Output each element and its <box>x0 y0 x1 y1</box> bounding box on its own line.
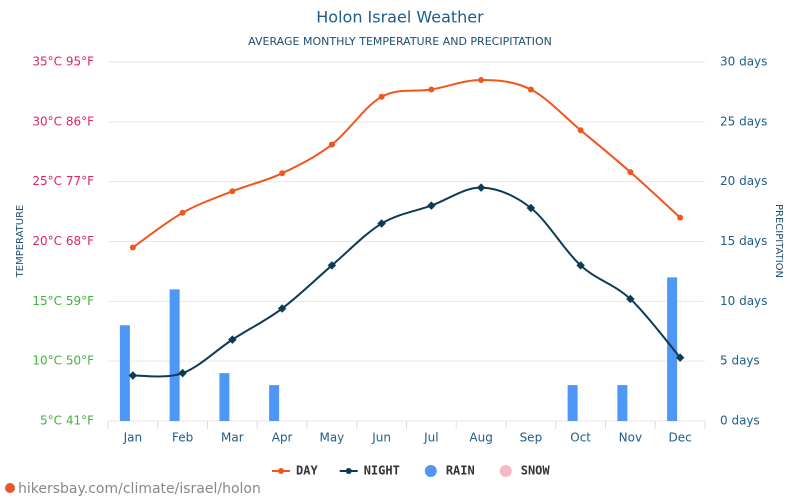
y2-tick-label: 25 days <box>720 114 767 128</box>
x-tick-label: Sep <box>520 431 543 445</box>
x-tick-label: Feb <box>172 431 193 445</box>
line <box>132 186 681 378</box>
legend-swatch <box>499 465 512 477</box>
point <box>527 86 534 93</box>
point <box>228 335 237 344</box>
x-tick-label: Apr <box>272 431 293 445</box>
point <box>577 127 584 134</box>
legend-label[interactable]: RAIN <box>446 464 475 478</box>
x-tick-label: Aug <box>469 431 492 445</box>
legend-swatch <box>345 468 352 474</box>
legend-label[interactable]: SNOW <box>521 464 551 478</box>
y-axis-title: TEMPERATURE <box>15 205 26 279</box>
point <box>277 304 287 313</box>
chart-title: Holon Israel Weather <box>316 8 484 27</box>
legend-label[interactable]: DAY <box>296 464 318 478</box>
point <box>677 214 684 221</box>
legend-swatch <box>424 465 437 477</box>
point <box>129 244 136 251</box>
point <box>476 183 486 192</box>
legend-swatch <box>278 468 284 474</box>
line <box>132 78 681 249</box>
point <box>675 353 685 362</box>
y-tick-label: 25°C 77°F <box>32 174 94 188</box>
bar <box>567 385 578 421</box>
y2-tick-label: 20 days <box>720 174 767 188</box>
x-tick-label: Dec <box>669 431 692 445</box>
point <box>627 169 634 176</box>
point <box>178 368 187 378</box>
point <box>229 188 236 195</box>
point <box>327 261 337 270</box>
bar <box>169 289 180 421</box>
y-tick-label: 20°C 68°F <box>32 234 94 248</box>
y-tick-label: 10°C 50°F <box>32 354 94 368</box>
point <box>378 93 385 100</box>
footer-link[interactable]: hikersbay.com/climate/israel/holon <box>18 481 261 497</box>
y2-tick-label: 10 days <box>720 294 767 308</box>
bar <box>219 373 230 421</box>
y-tick-label: 15°C 59°F <box>32 294 94 308</box>
point <box>377 219 386 228</box>
point <box>478 76 485 83</box>
footer-icon <box>5 483 15 493</box>
y2-tick-label: 5 days <box>720 354 760 368</box>
point <box>279 170 286 177</box>
y2-tick-label: 30 days <box>720 55 767 69</box>
y2-tick-label: 0 days <box>720 414 760 428</box>
y-tick-label: 5°C 41°F <box>40 414 94 428</box>
x-tick-label: Jan <box>123 431 143 445</box>
bar <box>617 385 628 421</box>
y-tick-label: 35°C 95°F <box>32 55 94 69</box>
chart-subtitle: AVERAGE MONTHLY TEMPERATURE AND PRECIPIT… <box>248 35 552 48</box>
point <box>427 201 436 210</box>
x-tick-label: Mar <box>221 431 244 445</box>
point <box>128 371 138 380</box>
point <box>179 209 186 216</box>
bar <box>119 325 130 421</box>
point <box>428 86 435 93</box>
x-tick-label: Nov <box>619 431 642 445</box>
point <box>328 141 335 148</box>
x-tick-label: Jul <box>423 431 438 445</box>
legend-label[interactable]: NIGHT <box>364 464 400 478</box>
x-tick-label: Jun <box>371 431 391 445</box>
y2-tick-label: 15 days <box>720 234 767 248</box>
point <box>576 261 585 270</box>
x-tick-label: May <box>319 431 344 445</box>
y2-axis-title: PRECIPITATION <box>773 204 784 278</box>
y-tick-label: 30°C 86°F <box>32 114 94 128</box>
point <box>626 294 635 304</box>
x-tick-label: Oct <box>570 431 591 445</box>
bar <box>269 385 280 421</box>
